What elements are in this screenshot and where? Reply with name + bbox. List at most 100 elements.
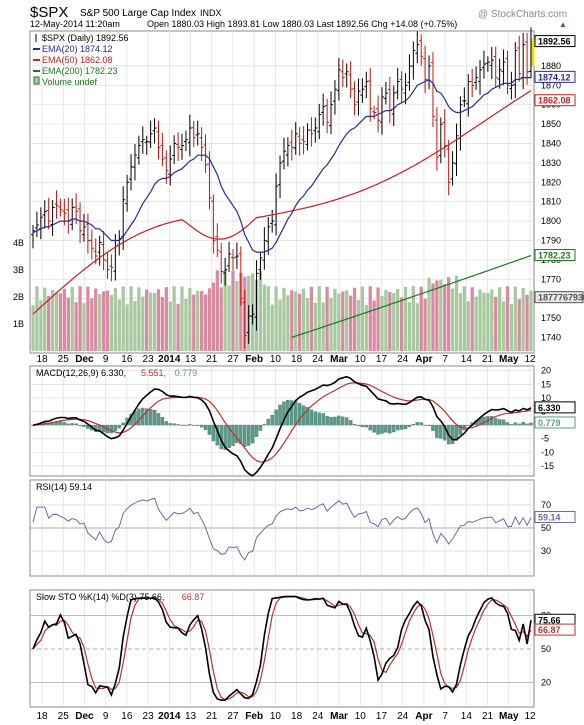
- macd-hist-bar: [62, 422, 67, 426]
- x-tick-label: Feb: [245, 354, 263, 365]
- price-bar: [109, 254, 114, 282]
- macd-hist-bar: [403, 424, 408, 430]
- price-bar: [340, 59, 345, 88]
- macd-hist-bar: [239, 424, 243, 445]
- macd-hist-bar: [152, 409, 157, 426]
- volume-bar: [274, 286, 278, 351]
- x-tick-label: 14: [461, 711, 473, 722]
- macd-hist-bar: [109, 424, 114, 434]
- rsi-y-tick: 70: [541, 500, 551, 510]
- price-bar: [278, 155, 283, 199]
- price-bar: [70, 198, 75, 231]
- volume-bar: [145, 289, 149, 351]
- value-box-label: 1782.23: [538, 251, 571, 261]
- volume-bar: [494, 296, 498, 351]
- price-bar: [262, 227, 267, 270]
- price-y-tick: 1740: [541, 332, 561, 342]
- legend-entry: 66.87: [182, 592, 205, 602]
- rsi-y-axis: 70 50 30: [541, 500, 551, 556]
- macd-hist-bar: [266, 418, 270, 426]
- macd-hist-bar: [352, 424, 357, 426]
- macd-hist-bar: [246, 424, 251, 446]
- volume-bar: [486, 292, 490, 351]
- chart-header: $SPX S&P 500 Large Cap Index INDX @ Stoc…: [30, 4, 567, 29]
- macd-hist-bar: [113, 424, 118, 431]
- volume-bar: [399, 297, 404, 351]
- volume-y-tick: 3B: [13, 265, 24, 275]
- value-box: [534, 416, 576, 429]
- volume-bar: [223, 270, 227, 351]
- volume-bar: [470, 287, 474, 351]
- price-bar: [89, 229, 94, 260]
- volume-bar: [215, 270, 219, 351]
- macd-hist-bar: [262, 424, 267, 426]
- x-tick-label: 7: [442, 354, 448, 365]
- macd-hist-bar: [439, 424, 443, 439]
- volume-bar: [345, 290, 349, 351]
- price-bar: [379, 87, 384, 135]
- sto-k-line: [32, 595, 532, 702]
- value-box: [534, 70, 576, 83]
- price-y-tick: 1850: [541, 119, 561, 129]
- sto-legend: Slow STO %K(14) %D(3) 75.66, 66.87: [36, 592, 204, 602]
- volume-bar: [129, 286, 133, 351]
- x-tick-label: 18: [291, 711, 303, 722]
- volume-bar: [348, 295, 353, 351]
- value-box: [534, 623, 576, 636]
- macd-hist-bar: [411, 423, 416, 426]
- price-bar: [172, 135, 177, 164]
- macd-hist-bar: [513, 422, 518, 426]
- ema20-line: [32, 76, 531, 253]
- x-tick-label: 24: [397, 354, 409, 365]
- macd-hist-bar: [282, 401, 286, 426]
- macd-hist-bar: [223, 424, 227, 450]
- legend-entry: RSI(14) 59.14: [36, 482, 92, 492]
- volume-bar: [125, 304, 129, 351]
- volume-bar: [313, 302, 317, 351]
- macd-hist-bar: [70, 423, 74, 426]
- price-bar: [230, 249, 235, 271]
- volume-y-tick: 4B: [13, 238, 24, 248]
- price-bar: [466, 74, 471, 117]
- quote-line: Open 1880.03 High 1893.81 Low 1880.03 La…: [147, 19, 457, 29]
- x-tick-label: 16: [121, 354, 133, 365]
- value-box-label: 1892.56: [538, 37, 571, 47]
- price-bar: [50, 200, 55, 236]
- macd-hist-bar: [364, 424, 369, 428]
- macd-hist-bar: [184, 424, 188, 426]
- price-bar: [191, 121, 196, 147]
- macd-value-boxes: 6.330 0.779: [534, 401, 576, 429]
- macd-hist-bar: [321, 413, 325, 426]
- macd-hist-bar: [517, 423, 521, 426]
- volume-bar: [258, 271, 263, 351]
- macd-y-tick: -10: [541, 447, 554, 457]
- price-bar: [31, 224, 35, 249]
- price-bar: [364, 71, 369, 99]
- volume-bar: [164, 287, 168, 351]
- price-bar: [223, 257, 228, 286]
- volume-bar: [121, 286, 125, 351]
- price-bar: [144, 135, 149, 155]
- volume-bar: [396, 288, 400, 351]
- volume-bar: [211, 282, 216, 351]
- x-tick-label: 10: [270, 354, 282, 365]
- macd-hist-bar: [203, 424, 208, 431]
- macd-hist-bar: [294, 400, 298, 426]
- macd-hist-bar: [78, 424, 82, 426]
- price-bar: [360, 78, 365, 103]
- price-bar: [34, 211, 39, 238]
- price-bar: [274, 173, 279, 236]
- macd-hist-bar: [329, 416, 333, 426]
- volume-bar: [133, 301, 137, 351]
- volume-bar: [333, 288, 337, 351]
- legend-entry: $SPX (Daily) 1892.56: [42, 33, 129, 43]
- value-box: [534, 94, 576, 107]
- volume-bar: [149, 292, 153, 351]
- price-y-tick: 1800: [541, 216, 561, 226]
- price-bar: [242, 289, 247, 349]
- x-tick-label: 18: [36, 711, 48, 722]
- price-bar: [481, 50, 486, 79]
- volume-bar: [86, 286, 90, 351]
- macd-y-tick: 15: [541, 379, 551, 389]
